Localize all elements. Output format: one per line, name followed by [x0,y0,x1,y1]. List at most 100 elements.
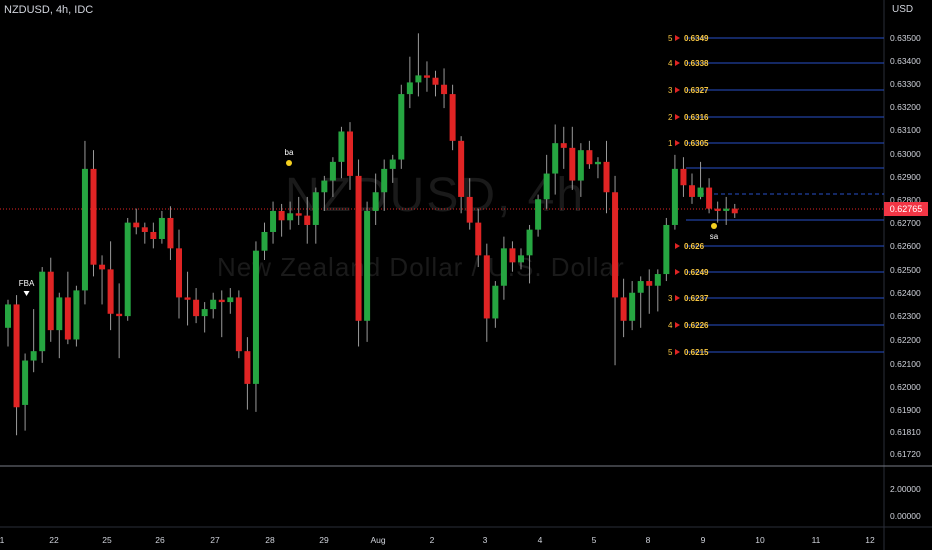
candle-body [714,208,721,211]
y-tick-label: 0.62500 [890,265,921,275]
level-number: 3 [668,86,673,95]
lower-pane-tick: 2.00000 [890,484,921,494]
candle-body [680,168,687,186]
candle-body [39,271,46,352]
level-flag-icon [675,114,680,120]
level-label: 0.6316 [684,113,709,122]
candle-body [697,187,704,197]
level-flag-icon [675,140,680,146]
candle-body [594,161,601,165]
candle-body [321,180,328,193]
candle-body [338,131,345,162]
candle-body [398,94,405,160]
candle-body [30,351,37,361]
symbol-title[interactable]: NZDUSD, 4h, IDC [4,4,94,16]
candle-body [526,229,533,256]
candle-body [663,224,670,275]
candle-body [689,185,695,197]
x-tick-label: 29 [319,535,329,545]
y-tick-label: 0.61810 [890,427,921,437]
candle-body [124,222,131,317]
candle-body [492,285,499,319]
x-tick-label: 8 [646,535,651,545]
candle-body [543,173,550,200]
candle-body [671,168,678,225]
currency-label[interactable]: USD [892,4,914,15]
candle-body [355,175,362,321]
candle-body [381,168,388,193]
level-flag-icon [675,322,680,328]
candle-body [312,192,319,225]
candle-body [47,271,54,331]
level-label: 0.6237 [684,294,709,303]
candle-body [141,227,148,232]
level-flag-icon [675,35,680,41]
level-flag-icon [675,243,680,249]
candle-body [586,150,593,165]
candle-body [500,248,507,286]
level-flag-icon [675,295,680,301]
y-tick-label: 0.62800 [890,195,921,205]
candle-body [244,351,251,384]
y-tick-label: 0.62100 [890,359,921,369]
candle-body [441,84,448,95]
candle-body [73,290,80,340]
signal-label: sa [710,232,719,241]
level-label: 0.6338 [684,59,709,68]
x-tick-label: 22 [49,535,59,545]
candle-body [723,208,730,211]
candle-body [415,75,422,83]
candle-body [227,297,234,303]
y-tick-label: 0.63200 [890,102,921,112]
candle-body [475,222,482,256]
current-price-tag: 0.62765 [884,202,928,216]
x-tick-label: 28 [265,535,275,545]
candle-body [466,196,473,223]
y-tick-label: 0.62600 [890,241,921,251]
candle-body [252,250,259,384]
candle-body [184,297,191,300]
x-tick-label: 1 [0,535,5,545]
level-number: 2 [668,113,673,122]
signal-label: FBA [19,279,35,288]
level-number: 1 [668,139,673,148]
x-tick-label: Aug [370,535,385,545]
candle-body [603,161,610,193]
candle-body [620,297,627,321]
level-flag-icon [675,60,680,66]
y-tick-label: 0.63100 [890,125,921,135]
level-label: 0.6249 [684,268,709,277]
candle-body [210,299,217,310]
candle-body [458,140,465,197]
x-tick-label: 11 [812,535,821,545]
candle-body [432,77,439,85]
y-tick-label: 0.62300 [890,311,921,321]
candle-body [295,213,302,216]
candle-body [577,150,584,181]
y-tick-label: 0.62200 [890,335,921,345]
candle-body [81,168,88,291]
candle-body [22,360,29,405]
candle-body [261,231,268,251]
signal-dot-icon [711,223,717,229]
candle-body [569,147,576,181]
candle-body [389,159,396,169]
candle-body [518,255,524,263]
candle-body [167,217,174,249]
candle-body [193,299,200,317]
x-tick-label: 25 [102,535,112,545]
x-tick-label: 10 [755,535,765,545]
level-label: 0.6215 [684,348,709,357]
signal-dot-icon [286,160,292,166]
candle-body [90,168,97,265]
candle-body [107,269,114,314]
y-tick-label: 0.61720 [890,449,921,459]
candle-body [235,297,242,352]
signal-label: ba [285,148,294,157]
candle-body [449,94,456,141]
candle-body [347,131,353,176]
candle-body [535,199,542,230]
candle-body [176,248,182,298]
